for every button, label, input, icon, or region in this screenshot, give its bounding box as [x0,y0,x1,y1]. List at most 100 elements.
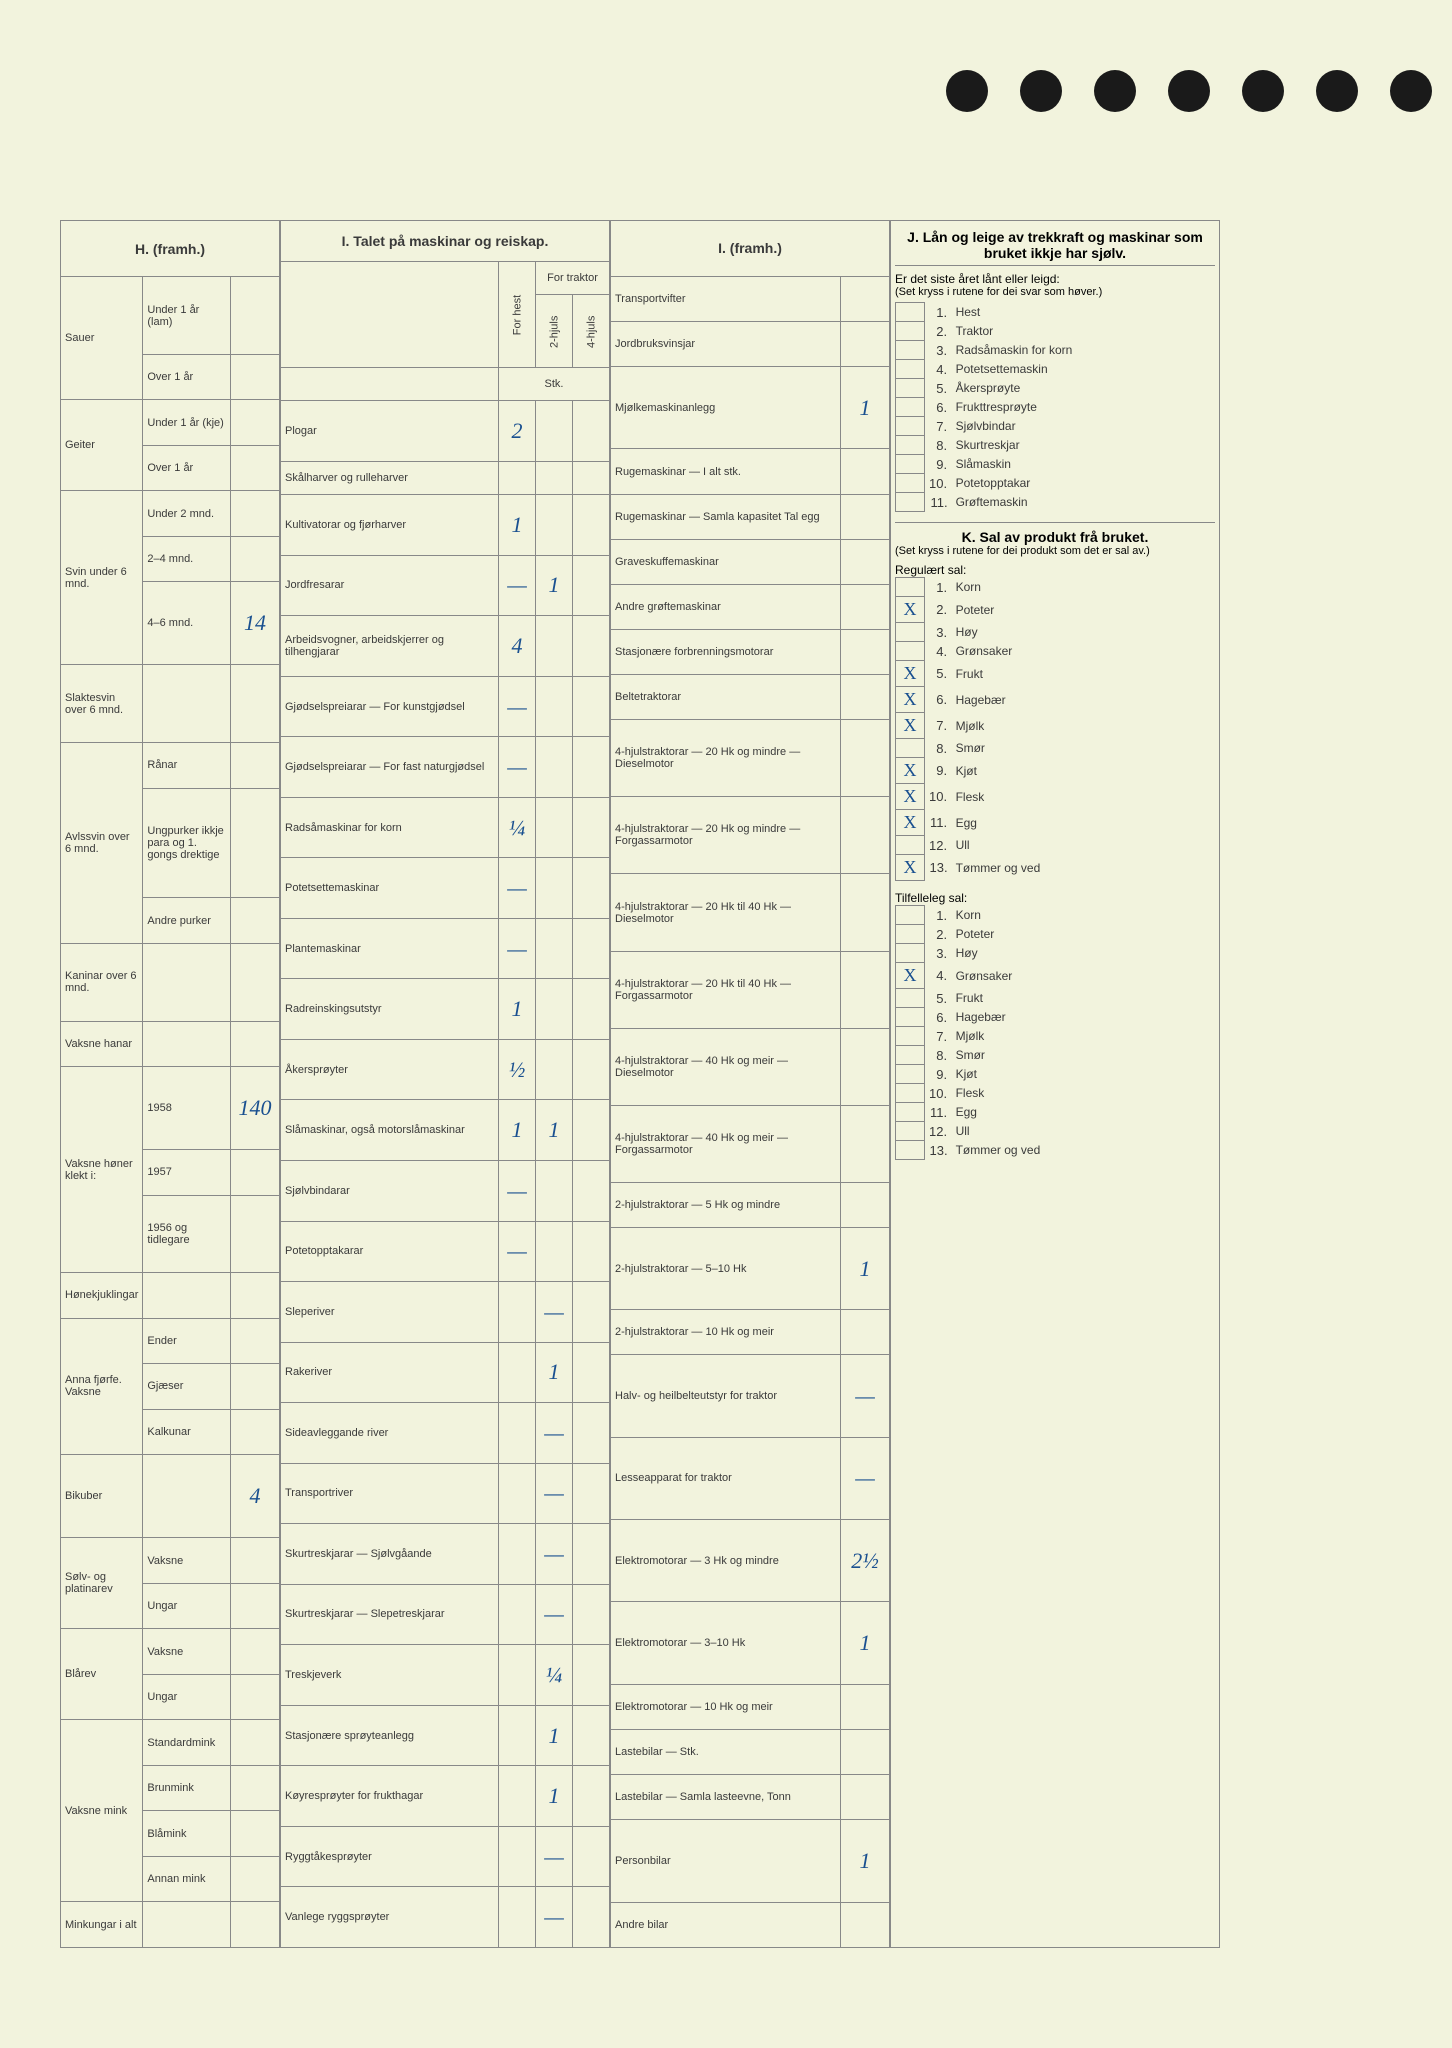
list-label: Flesk [952,1084,1215,1103]
i-value [499,1887,536,1948]
list-label: Hest [952,303,1215,322]
h-label: Vaksne [143,1538,231,1584]
i-label: Skurtreskjarar — Sjølvgåande [281,1524,499,1585]
checkbox[interactable] [896,1084,925,1103]
list-num: 8. [925,436,952,455]
i2-label: Jordbruksvinsjar [611,321,841,366]
checkbox[interactable] [896,623,925,642]
checkbox[interactable] [896,1027,925,1046]
list-label: Flesk [952,784,1215,810]
checkbox[interactable]: X [896,784,925,810]
checkbox[interactable]: X [896,963,925,989]
i2-value [841,539,890,584]
h-label: Ungar [143,1583,231,1629]
i-value: — [536,1826,573,1887]
i-value: — [499,918,536,979]
checkbox[interactable]: X [896,758,925,784]
checkbox[interactable] [896,322,925,341]
section-i: I. Talet på maskinar og reiskap. For hes… [280,220,610,1948]
checkbox[interactable]: X [896,687,925,713]
checkbox[interactable] [896,341,925,360]
list-label: Traktor [952,322,1215,341]
list-num: 10. [925,784,952,810]
checkbox[interactable] [896,925,925,944]
i-value: 2 [499,401,536,462]
list-label: Poteter [952,597,1215,623]
checkbox[interactable] [896,398,925,417]
i-value [499,1524,536,1585]
h-value [231,354,280,400]
i2-label: Stasjonære forbrenningsmotorar [611,630,841,675]
i-value [573,918,610,979]
i2-value: 1 [841,1602,890,1684]
checkbox[interactable] [896,1141,925,1160]
checkbox[interactable] [896,1046,925,1065]
checkbox[interactable]: X [896,597,925,623]
i2-value [841,1105,890,1182]
i-value [573,1584,610,1645]
section-jk: J. Lån og leige av trekkraft og maskinar… [890,220,1220,1948]
h-value [231,943,280,1021]
checkbox[interactable] [896,906,925,925]
k-note: (Set kryss i rutene for dei produkt som … [895,545,1215,557]
i-value [573,1039,610,1100]
hole-icon [1242,70,1284,112]
checkbox[interactable] [896,944,925,963]
checkbox[interactable] [896,303,925,322]
checkbox[interactable] [896,493,925,512]
i2-value [841,675,890,720]
i-value: — [536,1584,573,1645]
i2-value: — [841,1355,890,1437]
checkbox[interactable] [896,436,925,455]
i2-label: 4-hjulstraktorar — 20 Hk til 40 Hk — For… [611,951,841,1028]
checkbox[interactable] [896,1065,925,1084]
checkbox[interactable]: X [896,810,925,836]
checkbox[interactable] [896,989,925,1008]
checkbox[interactable]: X [896,713,925,739]
i-value [536,401,573,462]
i-value: — [499,555,536,616]
checkbox[interactable] [896,642,925,661]
h-label: Over 1 år [143,354,231,400]
h-label: Ender [143,1318,231,1364]
h-label: 1957 [143,1150,231,1196]
checkbox[interactable] [896,836,925,855]
list-num: 8. [925,1046,952,1065]
checkbox[interactable] [896,455,925,474]
h-value [231,1364,280,1410]
i-value: 1 [536,555,573,616]
i-value [536,1161,573,1222]
checkbox[interactable]: X [896,855,925,881]
section-h: H. (framh.) SauerUnder 1 år (lam)Over 1 … [60,220,280,1948]
checkbox[interactable]: X [896,661,925,687]
j-sub: Er det siste året lånt eller leigd: [895,272,1215,286]
i2-value: 1 [841,1227,890,1309]
list-label: Frukttresprøyte [952,398,1215,417]
checkbox[interactable] [896,360,925,379]
checkbox[interactable] [896,474,925,493]
checkbox[interactable] [896,1008,925,1027]
checkbox[interactable] [896,1122,925,1141]
list-num: 12. [925,1122,952,1141]
h-label: Under 1 år (kje) [143,400,231,446]
checkbox[interactable] [896,739,925,758]
checkbox[interactable] [896,578,925,597]
i-value [573,1221,610,1282]
h-value [231,1902,280,1948]
i-label: Jordfresarar [281,555,499,616]
hole-icon [1094,70,1136,112]
h-value [231,898,280,944]
i-value: 1 [536,1766,573,1827]
list-num: 3. [925,944,952,963]
i-value [573,1100,610,1161]
list-label: Høy [952,623,1215,642]
checkbox[interactable] [896,1103,925,1122]
h-group: Sølv- og platinarev [61,1538,143,1629]
h-value [231,1538,280,1584]
i2-value [841,874,890,951]
i-value [573,461,610,494]
checkbox[interactable] [896,379,925,398]
checkbox[interactable] [896,417,925,436]
i2-label: Halv- og heilbelteutstyr for traktor [611,1355,841,1437]
i2-label: Andre bilar [611,1902,841,1947]
